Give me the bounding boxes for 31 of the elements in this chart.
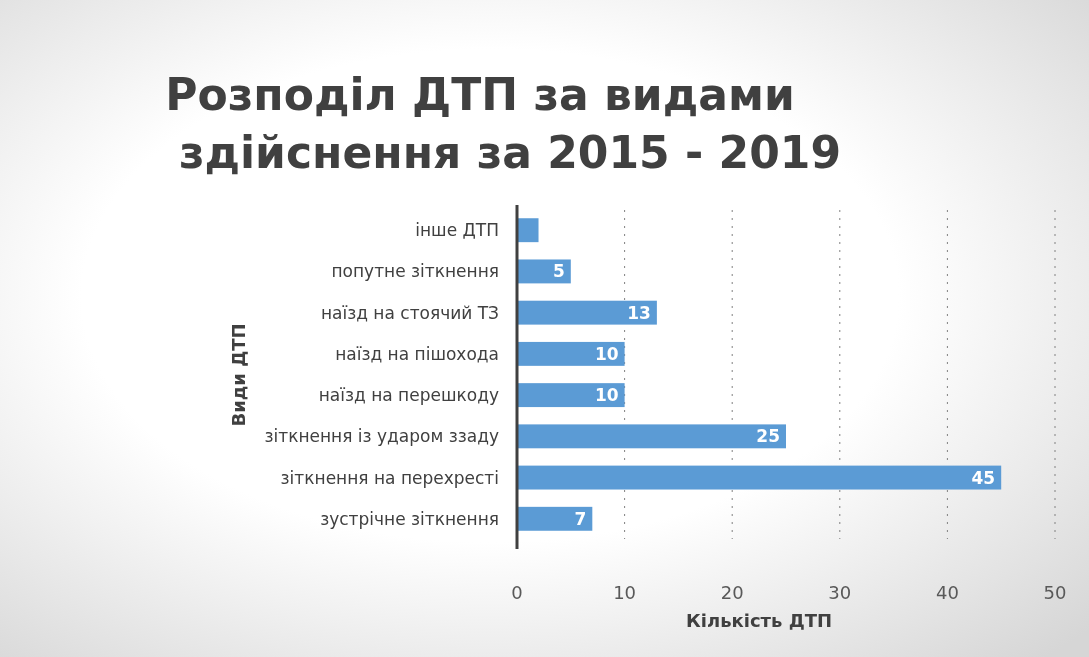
x-tick-label: 20 [720,582,744,603]
y-axis-title: Види ДТП [228,323,249,427]
x-axis-title: Кількість ДТП [686,610,833,631]
x-tick-label: 40 [935,582,959,603]
bar [517,424,786,449]
bar [517,341,625,366]
y-tick-label: наїзд на пішохода [335,343,499,364]
y-tick-label: наїзд на стоячий ТЗ [320,302,499,323]
x-tick-label: 10 [613,582,637,603]
y-tick-label: наїзд на перешкоду [318,385,499,406]
bar [517,506,593,531]
data-label: 10 [594,385,619,406]
y-tick-label: зустрічне зіткнення [320,508,499,529]
bar [517,465,1002,490]
data-label: 45 [971,467,996,488]
data-label: 5 [552,261,565,282]
x-tick-label: 30 [828,582,852,603]
bar [517,300,657,325]
data-label: 10 [594,343,619,364]
data-label: 7 [574,508,587,529]
data-label: 13 [627,302,651,323]
x-tick-label: 50 [1043,582,1067,603]
x-tick-label: 0 [511,582,523,603]
y-tick-label: інше ДТП [415,220,499,241]
y-tick-label: зіткнення із ударом ззаду [264,426,499,447]
data-label: 25 [756,426,780,447]
bar [517,383,625,408]
bar [517,218,539,243]
y-tick-label: попутне зіткнення [331,261,499,282]
y-tick-label: зіткнення на перехресті [280,467,499,488]
chart-title: Розподіл ДТП за видами здійснення за 2015 - 2019 [165,69,842,178]
